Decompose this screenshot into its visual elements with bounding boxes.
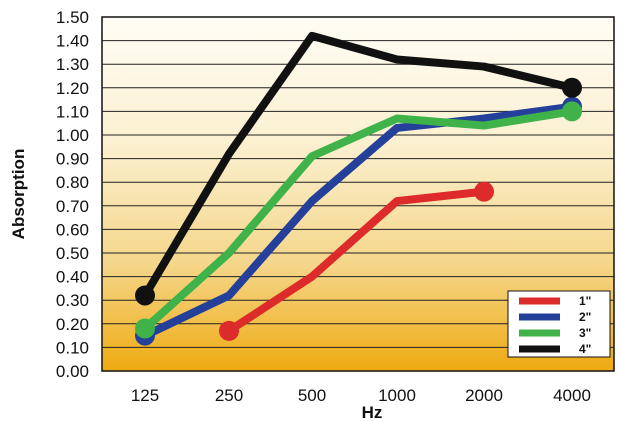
x-axis-ticks: 125 250 500 1000 2000 4000 — [131, 386, 591, 405]
y-tick-label: 0.50 — [56, 244, 89, 263]
data-point — [135, 285, 155, 306]
series-group — [135, 31, 582, 346]
data-point — [135, 318, 155, 339]
legend-label: 4" — [579, 342, 591, 356]
data-point — [474, 181, 494, 202]
series-line — [141, 31, 576, 300]
legend-label: 1" — [579, 294, 591, 308]
x-tick-label: 500 — [298, 386, 326, 405]
y-tick-label: 1.00 — [56, 126, 89, 145]
x-tick-label: 1000 — [378, 386, 416, 405]
data-point — [219, 320, 239, 341]
x-tick-label: 125 — [131, 386, 159, 405]
legend: 1" 2" 3" 4" — [507, 290, 611, 358]
y-tick-label: 0.00 — [56, 362, 89, 381]
y-tick-label: 1.30 — [56, 55, 89, 74]
y-tick-label: 1.40 — [56, 32, 89, 51]
x-axis-title: Hz — [362, 403, 383, 421]
x-tick-label: 4000 — [553, 386, 591, 405]
y-axis-ticks: 0.00 0.10 0.20 0.30 0.40 0.50 0.60 0.70 0.80 0.90… — [56, 8, 89, 381]
series-line — [141, 102, 576, 340]
y-tick-label: 0.20 — [56, 315, 89, 334]
series-line — [141, 107, 576, 333]
y-tick-label: 0.40 — [56, 268, 89, 287]
y-tick-label: 1.50 — [56, 8, 89, 27]
legend-label: 2" — [579, 310, 591, 324]
y-tick-label: 1.10 — [56, 102, 89, 121]
y-tick-label: 0.30 — [56, 291, 89, 310]
data-point — [562, 77, 582, 98]
y-tick-label: 0.70 — [56, 197, 89, 216]
y-tick-label: 0.90 — [56, 150, 89, 169]
data-point — [562, 101, 582, 122]
x-tick-label: 2000 — [465, 386, 503, 405]
legend-label: 3" — [579, 326, 591, 340]
y-tick-label: 0.10 — [56, 338, 89, 357]
x-tick-label: 250 — [215, 386, 243, 405]
y-tick-label: 0.60 — [56, 220, 89, 239]
y-tick-label: 1.20 — [56, 79, 89, 98]
series-line — [225, 187, 488, 335]
y-axis-title: Absorption — [9, 149, 28, 240]
y-tick-label: 0.80 — [56, 173, 89, 192]
